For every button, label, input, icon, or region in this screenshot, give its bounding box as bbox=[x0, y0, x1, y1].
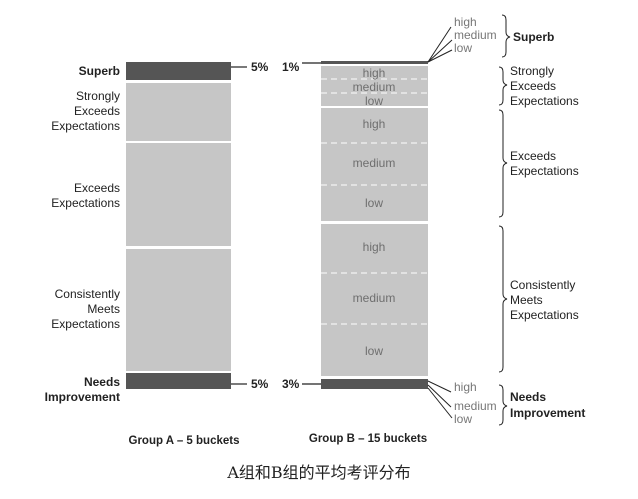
b-exceeds-brace bbox=[498, 109, 508, 218]
caption-group-b: Group B – 15 buckets bbox=[309, 433, 427, 445]
a-label-meets-2: Meets bbox=[87, 302, 120, 316]
a-superb-segment bbox=[126, 62, 231, 80]
b-meets-low: low bbox=[365, 344, 383, 358]
b-meets-high: high bbox=[363, 240, 386, 254]
pct-b-bot: 3% bbox=[282, 377, 300, 391]
b-label-strongly-3: Expectations bbox=[510, 94, 579, 108]
b-needs-high-leader bbox=[427, 380, 452, 393]
figure-title: A组和B组的平均考评分布 bbox=[226, 463, 410, 482]
b-needs-medium-leader bbox=[427, 384, 452, 408]
a-label-strongly-1: Strongly bbox=[76, 89, 120, 103]
pct-a-top: 5% bbox=[251, 60, 269, 74]
a-meets-segment bbox=[126, 249, 231, 371]
a-label-exceeds-2: Expectations bbox=[51, 196, 120, 210]
b-label-strongly-2: Exceeds bbox=[510, 79, 556, 93]
a-exceeds-segment bbox=[126, 143, 231, 246]
b-label-strongly-1: Strongly bbox=[510, 64, 554, 78]
b-label-exceeds-2: Expectations bbox=[510, 164, 579, 178]
b-needs-high: high bbox=[454, 380, 477, 394]
b-superb-low: low bbox=[454, 41, 472, 55]
b-needs-medium: medium bbox=[454, 399, 497, 413]
b-meets-brace bbox=[498, 225, 508, 373]
b-superb-segment bbox=[321, 61, 428, 64]
b-label-exceeds-1: Exceeds bbox=[510, 149, 556, 163]
b-exceeds-high: high bbox=[363, 117, 386, 131]
b-needs-low: low bbox=[454, 412, 472, 426]
a-label-strongly-3: Expectations bbox=[51, 119, 120, 133]
caption-group-a: Group A – 5 buckets bbox=[129, 435, 240, 447]
b-label-needs-1: Needs bbox=[510, 390, 546, 404]
b-meets-medium: medium bbox=[353, 291, 396, 305]
b-superb-medium-leader bbox=[427, 39, 453, 63]
b-label-superb: Superb bbox=[513, 30, 554, 44]
pct-a-bot: 5% bbox=[251, 377, 269, 391]
b-label-meets-2: Meets bbox=[510, 293, 543, 307]
b-exceeds-low: low bbox=[365, 196, 383, 210]
b-exceeds-medium: medium bbox=[353, 156, 396, 170]
b-label-needs-2: Improvement bbox=[510, 406, 585, 420]
b-label-meets-3: Expectations bbox=[510, 308, 579, 322]
b-superb-brace bbox=[501, 14, 511, 58]
b-superb-high-leader bbox=[427, 26, 452, 63]
b-exceeds-segment bbox=[321, 108, 428, 221]
b-needs-improvement-segment bbox=[321, 379, 428, 389]
b-superb-low-leader bbox=[427, 49, 453, 63]
b-needs-low-leader bbox=[427, 387, 453, 419]
b-superb-medium: medium bbox=[454, 28, 497, 42]
b-strong-brace bbox=[498, 66, 508, 106]
a-label-strongly-2: Exceeds bbox=[74, 104, 120, 118]
a-label-exceeds-1: Exceeds bbox=[74, 181, 120, 195]
b-superb-high: high bbox=[454, 15, 477, 29]
pct-b-top: 1% bbox=[282, 60, 300, 74]
b-needs-brace bbox=[498, 384, 508, 426]
b-meets-segment bbox=[321, 224, 428, 376]
a-needs-improvement-segment bbox=[126, 373, 231, 389]
group-a-bar bbox=[126, 62, 231, 389]
b-label-meets-1: Consistently bbox=[510, 278, 575, 292]
b-strong-medium: medium bbox=[353, 80, 396, 94]
a-strongly-exceeds-segment bbox=[126, 83, 231, 141]
b-strong-high: high bbox=[363, 66, 386, 80]
a-label-needs-2: Improvement bbox=[45, 390, 120, 404]
a-label-superb: Superb bbox=[79, 64, 120, 78]
a-label-meets-3: Expectations bbox=[51, 317, 120, 331]
a-label-needs-1: Needs bbox=[84, 375, 120, 389]
b-strong-low: low bbox=[365, 94, 383, 108]
a-label-meets-1: Consistently bbox=[55, 287, 120, 301]
b-strongly-exceeds-segment bbox=[321, 66, 428, 106]
group-b-bar bbox=[321, 61, 428, 389]
